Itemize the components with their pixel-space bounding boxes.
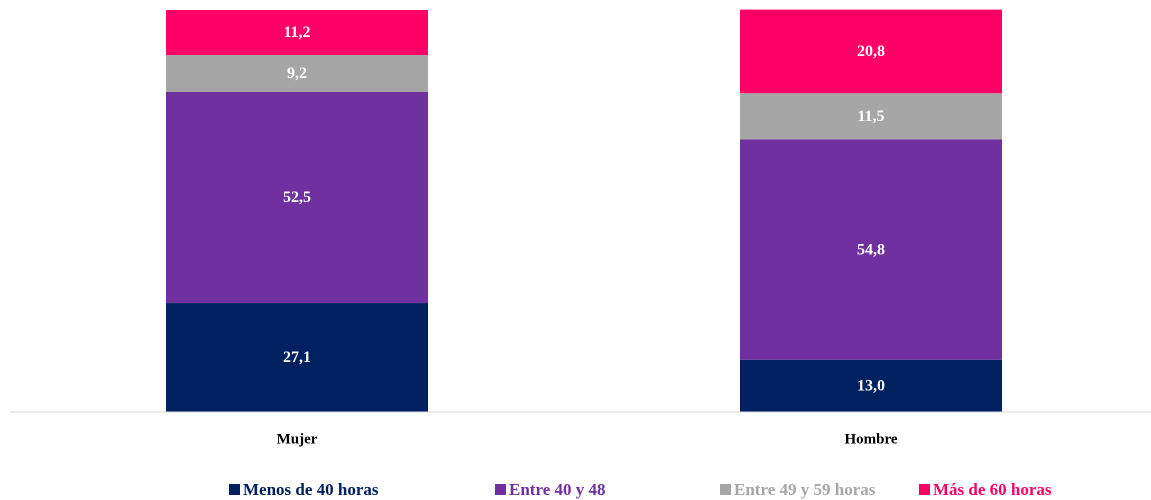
data-label: 11,2 <box>283 24 310 41</box>
legend-swatch <box>229 484 240 495</box>
x-tick-label: Mujer <box>277 431 318 447</box>
bar-segment <box>740 139 1002 360</box>
legend-swatch <box>919 484 930 495</box>
data-label: 52,5 <box>283 189 311 206</box>
bar-segment <box>740 9 1002 94</box>
legend-label: Menos de 40 horas <box>243 480 379 499</box>
bar-segment <box>166 55 428 93</box>
data-label: 11,5 <box>857 108 884 125</box>
bar-segment <box>740 359 1002 412</box>
data-label: 54,8 <box>857 241 885 258</box>
data-label: 27,1 <box>283 349 311 366</box>
bar-segment <box>166 92 428 304</box>
bar-segment <box>166 10 428 56</box>
data-label: 20,8 <box>857 43 885 60</box>
x-tick-label: Hombre <box>844 431 897 447</box>
legend-label: Entre 40 y 48 <box>509 480 606 499</box>
bar-segment <box>166 303 428 412</box>
data-label: 9,2 <box>287 65 307 82</box>
bar-segment <box>740 93 1002 140</box>
legend-label: Más de 60 horas <box>933 480 1052 499</box>
legend-label: Entre 49 y 59 horas <box>734 480 876 499</box>
data-label: 13,0 <box>857 378 885 395</box>
legend-swatch <box>720 484 731 495</box>
legend-swatch <box>495 484 506 495</box>
